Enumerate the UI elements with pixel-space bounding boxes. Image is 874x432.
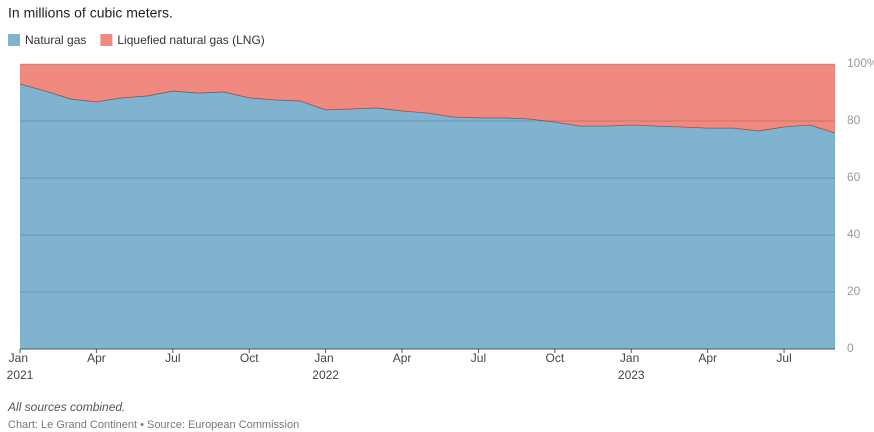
chart-subtitle: In millions of cubic meters. [8, 5, 173, 21]
chart-notes: All sources combined. [7, 400, 125, 414]
x-tick-label-line: Oct [240, 351, 259, 365]
x-tick-label-line: Apr [393, 351, 412, 365]
x-tick-label: Apr [87, 351, 106, 365]
x-tick-label-line: Apr [87, 351, 106, 365]
x-tick-label-line: 2021 [7, 368, 34, 382]
x-tick-label-line: Jan [314, 351, 337, 365]
x-tick-label: Jan 2022 [312, 351, 339, 382]
x-tick-label: Apr [393, 351, 412, 365]
chart-source: Chart: Le Grand Continent • Source: Euro… [8, 419, 299, 431]
y-tick-label: 20 [847, 284, 861, 298]
x-tick-label-line: Jan [620, 351, 643, 365]
legend-swatch [8, 34, 20, 46]
x-tick-label-line: Apr [698, 351, 717, 365]
x-tick-label: Apr [698, 351, 717, 365]
x-tick-label-line: 2023 [618, 368, 645, 382]
x-tick-label-line: Oct [546, 351, 565, 365]
legend-swatch [100, 34, 113, 46]
y-tick-label: 100% [847, 56, 874, 70]
x-tick-label-line: 2022 [312, 368, 339, 382]
x-tick-label-line: Jul [776, 351, 791, 365]
x-tick-label: Jul [165, 351, 180, 365]
legend-label: Liquefied natural gas (LNG) [117, 33, 264, 47]
boundary-line [19, 83, 836, 134]
x-tick-label: Jan 2021 [7, 351, 34, 382]
x-tick-label-line: Jul [165, 351, 180, 365]
x-tick-label: Jul [471, 351, 486, 365]
legend-label: Natural gas [25, 33, 86, 47]
y-tick-label: 0 [847, 341, 854, 355]
x-tick-label: Jul [776, 351, 791, 365]
x-tick-label: Oct [546, 351, 565, 365]
y-tick-label: 40 [847, 227, 861, 241]
x-tick-label: Oct [240, 351, 259, 365]
y-tick-label: 80 [847, 113, 861, 127]
x-tick-label-line: Jan [9, 351, 32, 365]
area [20, 83, 835, 349]
x-tick-label: Jan 2023 [618, 351, 645, 382]
area [20, 64, 835, 133]
y-tick-label: 60 [847, 170, 861, 184]
x-tick-label-line: Jul [471, 351, 486, 365]
